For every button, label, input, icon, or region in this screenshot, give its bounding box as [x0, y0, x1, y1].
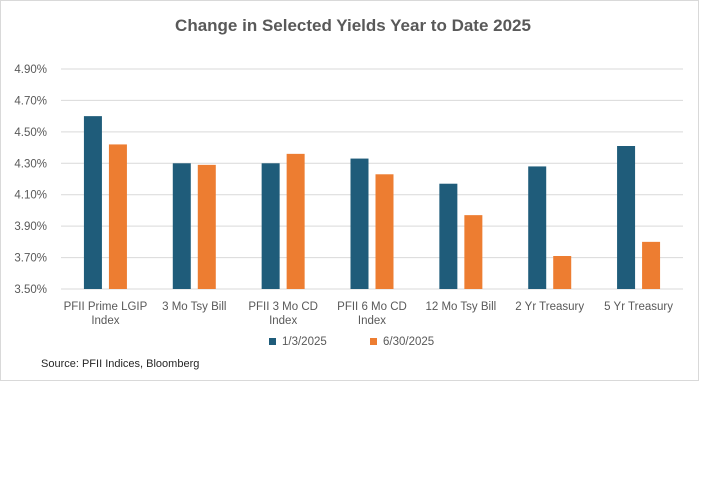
x-tick-label: 3 Mo Tsy Bill	[162, 301, 226, 313]
legend-swatch	[370, 338, 377, 345]
bar-jun	[286, 153, 305, 289]
y-tick-label: 4.50%	[14, 127, 47, 139]
x-tick-label: 2 Yr Treasury	[515, 301, 584, 313]
x-tick-label: PFII 6 Mo CD Index	[337, 301, 407, 327]
source-note: Source: PFII Indices, Bloomberg	[41, 358, 199, 370]
bar-jan	[350, 158, 369, 289]
x-tick-label: 12 Mo Tsy Bill	[425, 301, 496, 313]
bar-jan	[261, 163, 280, 289]
bar-jan	[617, 146, 636, 289]
x-tick-label: 5 Yr Treasury	[604, 301, 673, 313]
bar-jan	[439, 183, 458, 289]
y-axis-ticks: 3.50% 3.70% 3.90% 4.10% 4.30% 4.50% 4.70% 4.90%	[14, 64, 47, 296]
y-tick-label: 4.30%	[14, 158, 47, 170]
bar-jun	[375, 174, 394, 289]
x-tick-label: PFII Prime LGIP Index	[64, 301, 148, 327]
x-axis-ticks: PFII Prime LGIP Index 3 Mo Tsy Bill PFII 3 …	[64, 301, 674, 327]
bars	[83, 116, 661, 290]
bar-jan	[83, 116, 102, 290]
chart-title: Change in Selected Yields Year to Date 2…	[175, 16, 531, 35]
bar-jan	[528, 166, 547, 289]
bar-jun	[464, 215, 483, 289]
gridlines	[61, 68, 683, 290]
bar-jun	[108, 144, 127, 289]
y-tick-label: 3.70%	[14, 253, 47, 265]
y-tick-label: 3.90%	[14, 221, 47, 233]
bar-jun	[553, 256, 572, 289]
bar-jun	[197, 164, 216, 289]
y-tick-label: 4.90%	[14, 64, 47, 76]
y-tick-label: 3.50%	[14, 284, 47, 296]
legend-label: 1/3/2025	[282, 336, 327, 348]
y-tick-label: 4.10%	[14, 190, 47, 202]
legend: 1/3/2025 6/30/2025	[269, 336, 434, 348]
legend-swatch	[269, 338, 276, 345]
legend-label: 6/30/2025	[383, 336, 434, 348]
bar-jan	[172, 163, 191, 289]
x-tick-label: PFII 3 Mo CD Index	[248, 301, 318, 327]
bar-jun	[642, 241, 661, 289]
yield-bar-chart: Change in Selected Yields Year to Date 2…	[14, 16, 683, 370]
y-tick-label: 4.70%	[14, 95, 47, 107]
chart-frame: Change in Selected Yields Year to Date 2…	[0, 0, 699, 381]
